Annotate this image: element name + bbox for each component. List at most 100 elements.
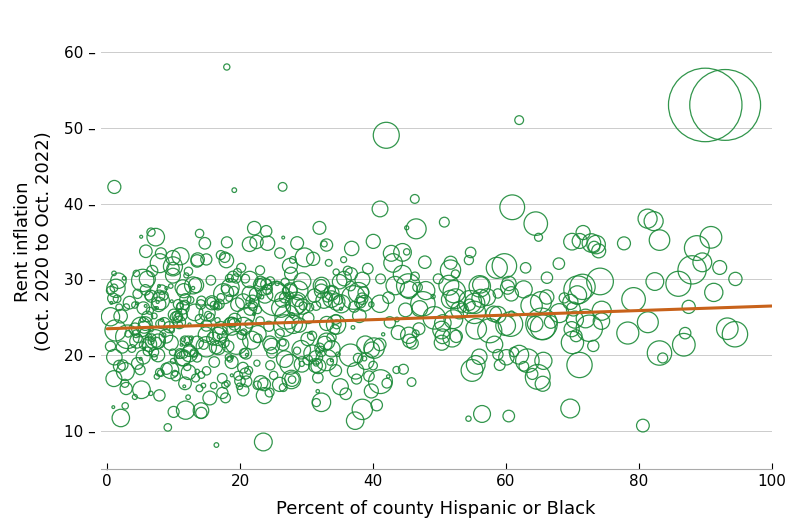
Point bbox=[287, 320, 300, 329]
Point bbox=[148, 312, 161, 320]
Point bbox=[295, 360, 308, 369]
Point bbox=[374, 377, 387, 386]
Point bbox=[226, 318, 238, 327]
Point bbox=[313, 344, 326, 352]
Point bbox=[647, 217, 660, 226]
Point bbox=[207, 381, 220, 390]
Point bbox=[356, 294, 369, 303]
Point bbox=[121, 332, 134, 341]
Point bbox=[525, 301, 538, 310]
Point bbox=[126, 344, 138, 353]
Point bbox=[292, 286, 305, 295]
Point bbox=[130, 299, 143, 307]
Point bbox=[166, 271, 179, 280]
Point bbox=[178, 286, 190, 295]
Point bbox=[529, 320, 542, 328]
Point bbox=[284, 286, 297, 294]
Point bbox=[290, 346, 303, 355]
Point bbox=[182, 267, 195, 276]
Point bbox=[302, 335, 314, 343]
Point bbox=[261, 239, 274, 247]
Point bbox=[130, 337, 143, 345]
Point bbox=[248, 310, 261, 318]
Point bbox=[112, 277, 125, 285]
Point bbox=[729, 275, 742, 283]
Point bbox=[216, 389, 229, 397]
Point bbox=[488, 340, 501, 348]
Point bbox=[450, 294, 462, 303]
Point bbox=[139, 302, 152, 310]
Point bbox=[189, 374, 202, 383]
Point bbox=[146, 323, 158, 331]
Point bbox=[197, 381, 210, 390]
Point bbox=[320, 319, 333, 328]
Point bbox=[306, 255, 319, 263]
Point bbox=[166, 253, 179, 262]
Point bbox=[682, 303, 695, 311]
Point bbox=[190, 281, 202, 289]
Point bbox=[210, 343, 222, 352]
Point bbox=[267, 371, 280, 380]
Point bbox=[374, 205, 386, 213]
Point bbox=[302, 356, 314, 364]
Point bbox=[194, 315, 206, 323]
Point bbox=[318, 296, 330, 304]
Point bbox=[190, 256, 203, 265]
Point bbox=[243, 240, 256, 248]
Point bbox=[231, 268, 244, 277]
Point bbox=[358, 354, 370, 363]
Point bbox=[590, 240, 602, 249]
Point bbox=[277, 234, 290, 242]
Point bbox=[153, 281, 166, 290]
Point bbox=[162, 423, 174, 431]
Point bbox=[649, 277, 662, 286]
Point bbox=[250, 359, 263, 368]
Point bbox=[200, 255, 213, 264]
Point bbox=[678, 340, 690, 349]
Point bbox=[141, 335, 154, 343]
Point bbox=[120, 384, 133, 393]
Point bbox=[358, 299, 370, 307]
Point bbox=[534, 298, 547, 306]
Point bbox=[134, 354, 147, 363]
Point bbox=[502, 279, 515, 288]
Point bbox=[170, 313, 182, 322]
Point bbox=[216, 374, 229, 383]
Point bbox=[145, 337, 158, 346]
Point bbox=[218, 253, 231, 261]
Point bbox=[718, 101, 731, 109]
Point bbox=[333, 277, 346, 286]
Point bbox=[583, 324, 596, 332]
Point bbox=[186, 284, 199, 292]
Point bbox=[243, 289, 256, 298]
Point bbox=[553, 309, 566, 318]
Point bbox=[283, 291, 296, 300]
Point bbox=[500, 353, 513, 362]
Point bbox=[260, 227, 273, 236]
Point bbox=[306, 349, 318, 358]
Point bbox=[179, 295, 192, 304]
Point bbox=[442, 281, 455, 289]
Point bbox=[406, 339, 418, 347]
Point bbox=[579, 314, 592, 323]
Point bbox=[231, 301, 244, 309]
Point bbox=[297, 302, 310, 310]
Point bbox=[345, 270, 358, 278]
Point bbox=[149, 304, 162, 312]
Point bbox=[164, 338, 177, 347]
Point bbox=[347, 293, 360, 302]
Point bbox=[268, 295, 281, 303]
Point bbox=[110, 284, 122, 293]
Point bbox=[200, 367, 213, 375]
Point bbox=[368, 344, 381, 352]
Point bbox=[428, 313, 441, 322]
Point bbox=[113, 303, 126, 312]
Point bbox=[573, 361, 586, 369]
Point bbox=[208, 358, 221, 366]
Point bbox=[382, 372, 394, 381]
Point bbox=[222, 353, 235, 361]
Point bbox=[286, 376, 298, 384]
Point bbox=[166, 326, 178, 335]
Point bbox=[174, 302, 186, 311]
Point bbox=[330, 320, 343, 329]
